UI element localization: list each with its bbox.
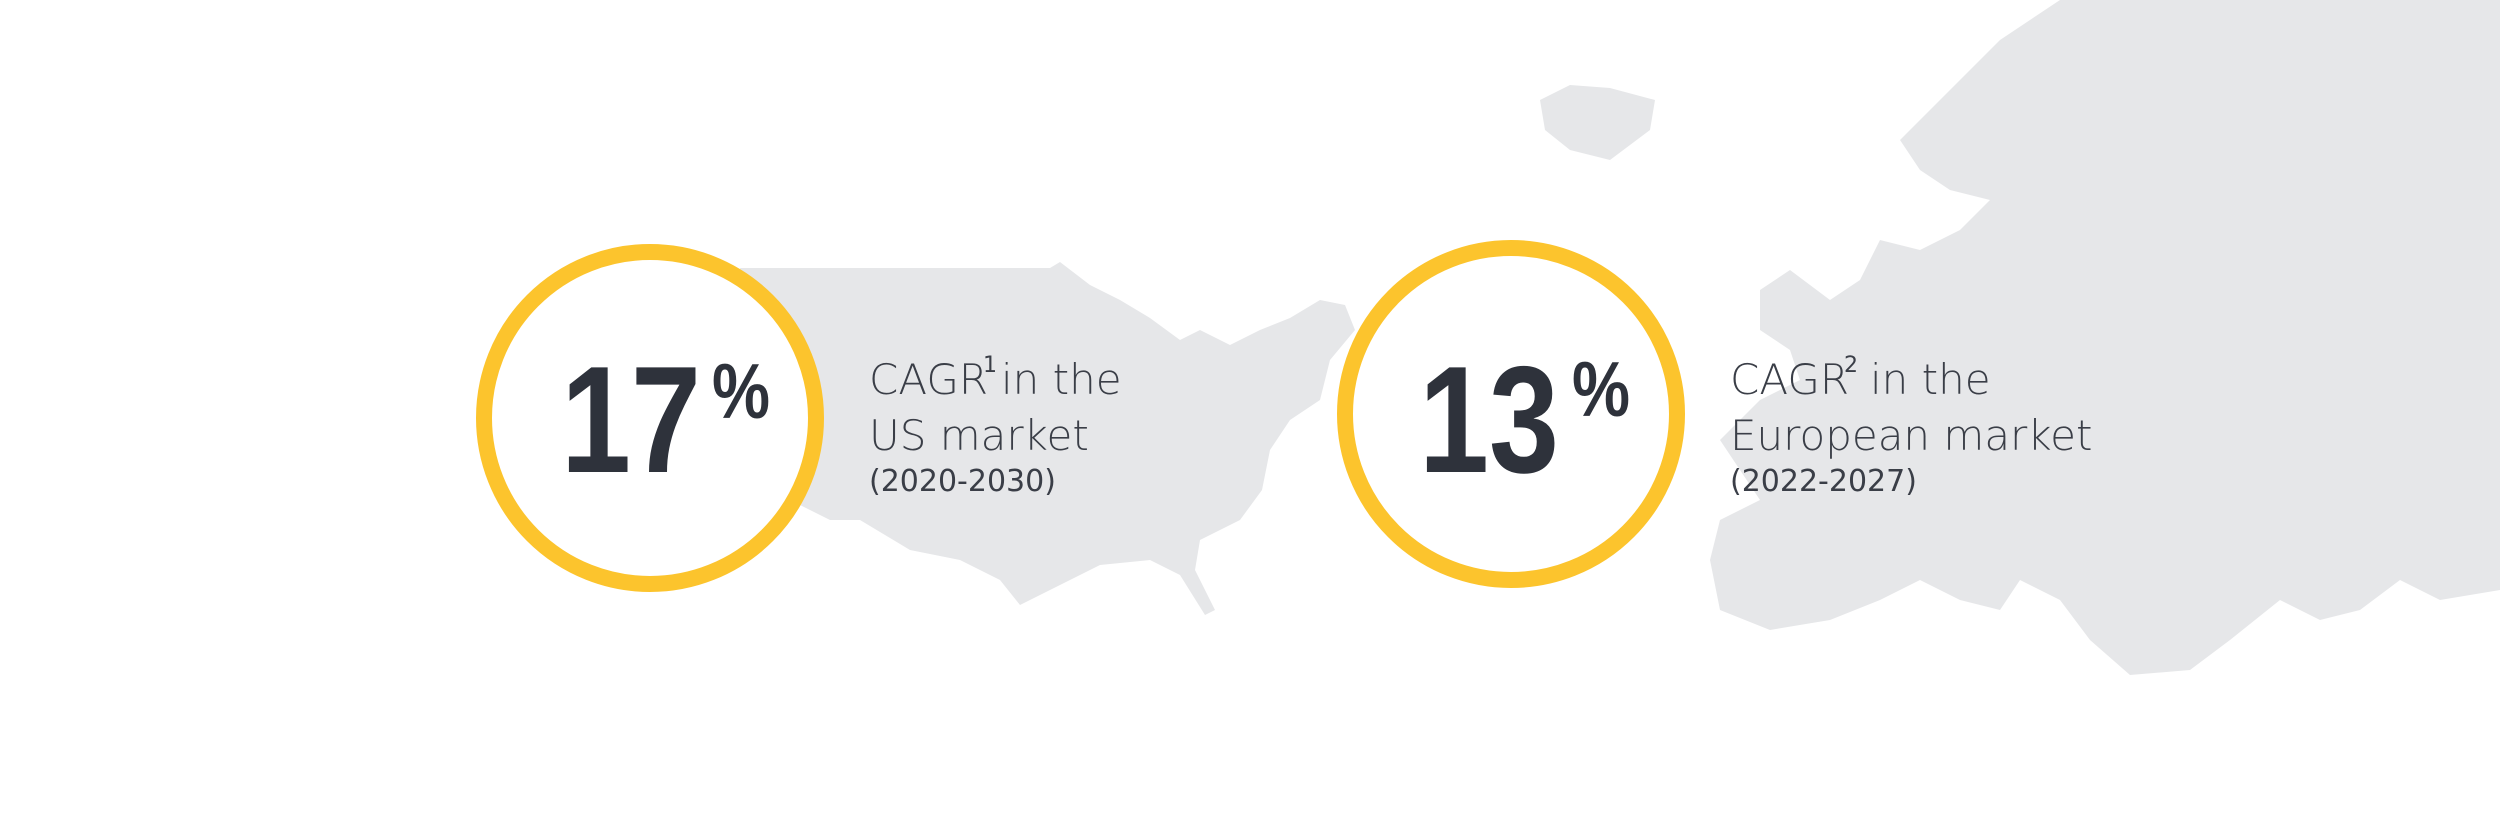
stat-label: CAGR	[1730, 355, 1849, 404]
stat-period: (2020-2030)	[869, 464, 1056, 499]
map-background	[740, 0, 2500, 675]
europe-map	[1710, 0, 2500, 675]
stat-unit: %	[712, 347, 770, 435]
stat-number: 13	[1419, 335, 1559, 505]
stat-label: CAGR	[869, 355, 988, 404]
us-map	[740, 262, 1355, 615]
stat-label: in the	[1870, 355, 1991, 404]
stat-market: US market	[869, 411, 1089, 460]
iceland	[1540, 85, 1655, 160]
footnote-mark: 2	[1844, 353, 1858, 378]
stat-ring	[476, 244, 824, 592]
stat-unit: %	[1572, 345, 1630, 433]
stat-label: in the	[1001, 355, 1122, 404]
stat-market: European market	[1730, 411, 2092, 460]
footnote-mark: 1	[983, 353, 997, 378]
stat-period: (2022-2027)	[1730, 464, 1917, 499]
stat-ring	[1337, 240, 1685, 588]
stat-number: 17	[561, 335, 701, 505]
